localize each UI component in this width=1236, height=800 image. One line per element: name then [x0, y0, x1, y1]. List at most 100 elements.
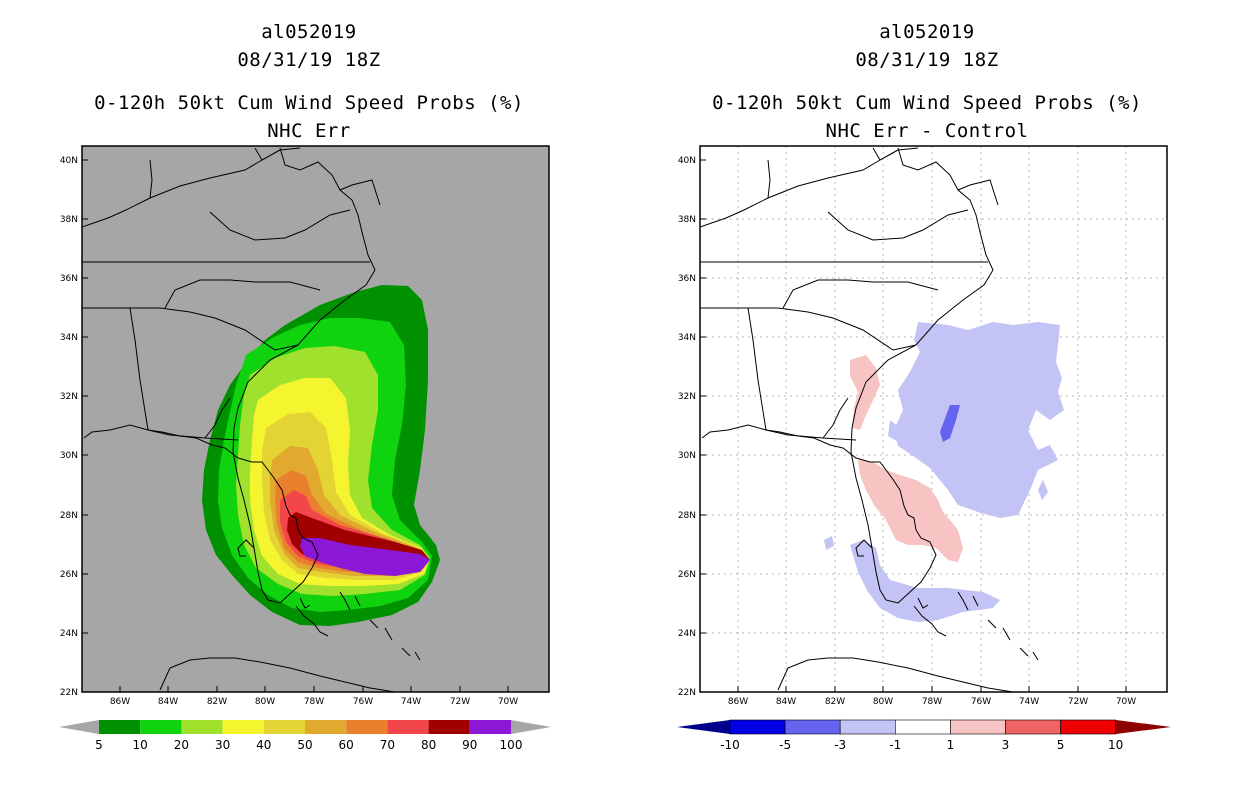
lat-label: 38N [60, 215, 78, 225]
colorbar-label: 40 [256, 738, 271, 752]
colorbar-cell [784, 719, 841, 735]
panel-subtitle: NHC Err - Control [825, 120, 1029, 142]
lat-label: 22N [678, 688, 696, 698]
colorbar-cell [428, 720, 470, 734]
storm-id: al052019 [261, 21, 357, 43]
colorbar-cell [99, 720, 141, 734]
probability-contours [202, 285, 440, 626]
colorbar-cells-left [99, 720, 511, 734]
colorbar-cell [305, 720, 347, 734]
datetime: 08/31/19 18Z [237, 49, 381, 71]
lat-label: 22N [60, 688, 78, 698]
lon-label: 86W [728, 697, 748, 707]
lon-label: 76W [353, 697, 373, 707]
product-title: 0-120h 50kt Cum Wind Speed Probs (%) [94, 92, 524, 114]
diff-light-blue-west [888, 420, 900, 442]
lon-label: 82W [207, 697, 227, 707]
datetime: 08/31/19 18Z [855, 49, 999, 71]
colorbar-cell [1005, 719, 1061, 735]
colorbar-label: 90 [462, 738, 477, 752]
diff-light-red-south [858, 460, 963, 562]
lon-label: 82W [825, 697, 845, 707]
diff-light-blue-north [894, 322, 1064, 518]
storm-id: al052019 [879, 21, 975, 43]
diff-light-red-north [850, 355, 880, 430]
diff-light-blue-east [1038, 480, 1048, 500]
lon-label: 76W [971, 697, 991, 707]
lat-label: 30N [678, 451, 696, 461]
difference-contours [824, 322, 1064, 622]
colorbar-cell [140, 720, 182, 734]
right-panel: al052019 08/31/19 18Z 0-120h 50kt Cum Wi… [618, 0, 1236, 800]
lat-label: 24N [678, 629, 696, 639]
lat-label: 40N [60, 156, 78, 166]
colorbar-label: 30 [215, 738, 230, 752]
map-left-svg: 40N 38N 36N 34N 32N 30N 28N 26N 24N 22N 86W 84W 82W 8… [59, 145, 551, 752]
colorbar-right: -10 -5 -3 -1 1 3 5 10 [677, 719, 1171, 752]
lon-label: 80W [873, 697, 893, 707]
colorbar-label: 10 [1108, 738, 1123, 752]
axis-ticks-left: 40N 38N 36N 34N 32N 30N 28N 26N 24N 22N 86W 84W 82W 8… [60, 156, 518, 707]
colorbar-label: 5 [1057, 738, 1065, 752]
product-title: 0-120h 50kt Cum Wind Speed Probs (%) [712, 92, 1142, 114]
lat-label: 26N [60, 570, 78, 580]
map-frame [699, 145, 1168, 693]
colorbar-cell [894, 719, 951, 735]
colorbar-cell [839, 719, 896, 735]
colorbar-cell [346, 720, 388, 734]
colorbar-label: 10 [133, 738, 148, 752]
colorbar-label: -5 [779, 738, 791, 752]
colorbar-cell [950, 719, 1006, 735]
colorbar-left: 5 10 20 30 40 50 60 70 80 90 100 [59, 720, 551, 752]
colorbar-cell [222, 720, 264, 734]
map-right-svg: 40N 38N 36N 34N 32N 30N 28N 26N 24N 22N 86W 84W 82W 8… [677, 145, 1171, 752]
colorbar-label: -10 [720, 738, 740, 752]
panel-subtitle: NHC Err [267, 120, 351, 142]
diff-medium-blue [940, 405, 960, 442]
colorbar-cells-right [729, 719, 1117, 735]
lat-label: 40N [678, 156, 696, 166]
colorbar-cell [729, 719, 786, 735]
colorbar-label: 100 [500, 738, 523, 752]
lon-label: 84W [776, 697, 796, 707]
lon-label: 72W [450, 697, 470, 707]
lat-label: 34N [60, 333, 78, 343]
colorbar-label: 50 [297, 738, 312, 752]
lat-label: 38N [678, 215, 696, 225]
lat-label: 26N [678, 570, 696, 580]
lon-label: 78W [922, 697, 942, 707]
colorbar-cell [1060, 719, 1117, 735]
lat-label: 36N [678, 274, 696, 284]
diff-light-blue-sw [824, 536, 834, 550]
left-panel: al052019 08/31/19 18Z 0-120h 50kt Cum Wi… [59, 21, 551, 752]
lat-label: 32N [60, 392, 78, 402]
diff-light-blue-south [850, 540, 1000, 622]
lon-label: 84W [158, 697, 178, 707]
lon-label: 70W [1116, 697, 1136, 707]
colorbar-label: 70 [380, 738, 395, 752]
colorbar-label: 80 [421, 738, 436, 752]
lon-label: 74W [1019, 697, 1039, 707]
colorbar-high-arrow [1116, 720, 1171, 734]
colorbar-cell [263, 720, 305, 734]
colorbar-labels-right: -10 -5 -3 -1 1 3 5 10 [720, 738, 1123, 752]
colorbar-cell [181, 720, 223, 734]
colorbar-label: 5 [95, 738, 103, 752]
map-frame [81, 145, 550, 693]
lat-label: 34N [678, 333, 696, 343]
colorbar-cell [387, 720, 429, 734]
lon-label: 72W [1068, 697, 1088, 707]
lat-label: 36N [60, 274, 78, 284]
colorbar-label: -1 [889, 738, 901, 752]
colorbar-label: 3 [1002, 738, 1010, 752]
lon-label: 70W [498, 697, 518, 707]
colorbar-low-arrow [677, 720, 730, 734]
lat-label: 30N [60, 451, 78, 461]
lat-label: 28N [678, 511, 696, 521]
lon-label: 80W [255, 697, 275, 707]
colorbar-labels-left: 5 10 20 30 40 50 60 70 80 90 100 [95, 738, 522, 752]
lon-label: 74W [401, 697, 421, 707]
lon-label: 78W [304, 697, 324, 707]
colorbar-label: 20 [174, 738, 189, 752]
colorbar-label: 1 [947, 738, 955, 752]
